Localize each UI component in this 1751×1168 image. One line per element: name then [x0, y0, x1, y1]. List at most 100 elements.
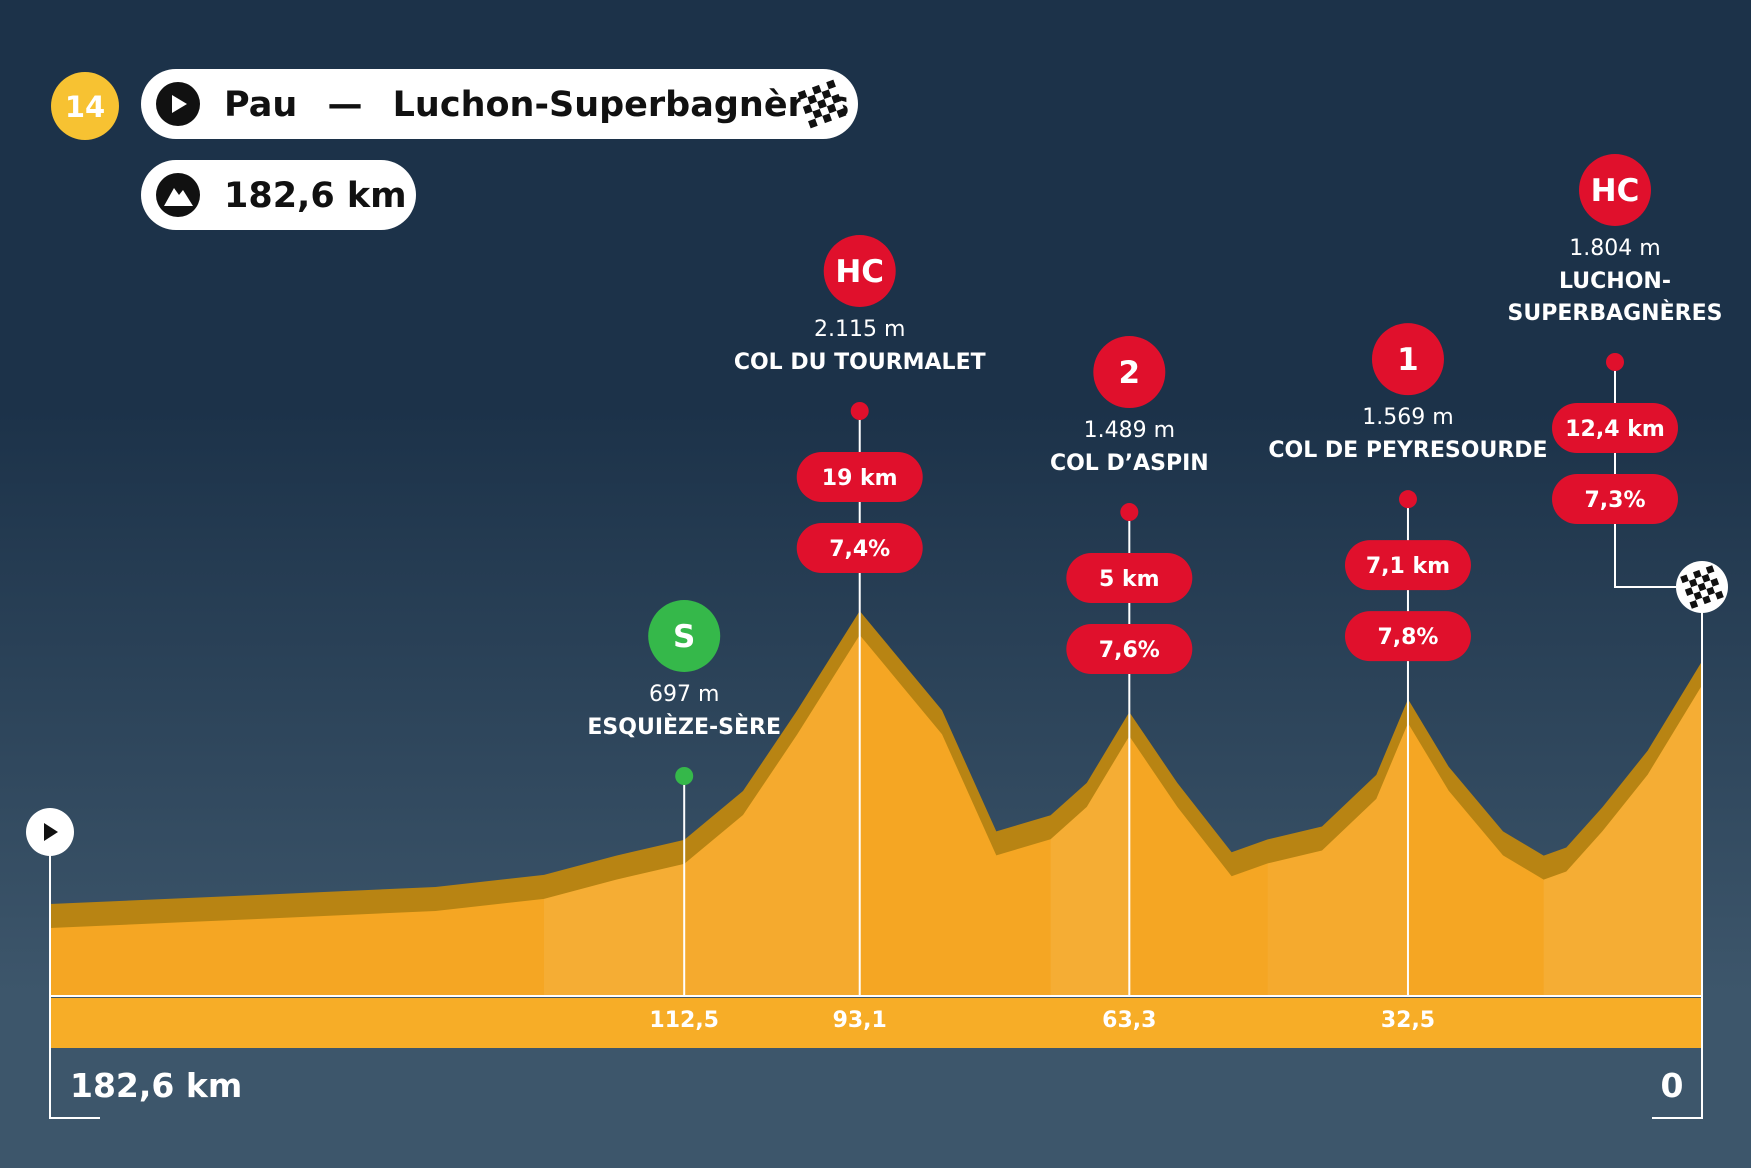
- tick-label: 63,3: [1102, 1008, 1156, 1033]
- category-badge: [1093, 336, 1166, 409]
- tick-label: 32,5: [1381, 1008, 1435, 1033]
- checker-square: [822, 113, 833, 124]
- summit-elevation: 1.569 m: [1362, 405, 1453, 430]
- summit-name: COL D’ASPIN: [1050, 451, 1209, 476]
- summit-elevation: 1.489 m: [1084, 418, 1175, 443]
- checker-square: [802, 104, 813, 115]
- checker-square: [1704, 580, 1713, 590]
- checker-square: [1692, 569, 1702, 579]
- mountain-icon: [164, 188, 193, 206]
- checker-square: [1708, 593, 1718, 602]
- stage-number-badge: [51, 72, 119, 140]
- summit-dot: [1120, 503, 1139, 522]
- climb-marker-tourmalet: HC 2.115 m COL DU TOURMALET 19 km 7,4%: [734, 235, 986, 996]
- climb-gradient-pill: [1552, 474, 1678, 524]
- axis-end-label: 0: [1661, 1066, 1684, 1105]
- checker-square: [834, 101, 844, 111]
- climb-gradient: 7,4%: [829, 537, 890, 562]
- checker-square: [819, 106, 830, 117]
- climb-length: 5 km: [1099, 567, 1160, 592]
- checkered-flag-icon: [797, 79, 847, 129]
- summit-elevation: 2.115 m: [814, 317, 905, 342]
- category-badge: [823, 235, 896, 307]
- checkered-flag-icon: [1680, 565, 1724, 609]
- climb-length: 12,4 km: [1565, 417, 1665, 442]
- checker-square: [1693, 591, 1703, 601]
- summit-name: COL DU TOURMALET: [734, 350, 986, 375]
- climb-length-pill: [1344, 540, 1471, 591]
- climb-length-pill: [796, 452, 923, 502]
- climb-length-pill: [1552, 403, 1678, 453]
- climb-marker-sprint: S 697 m ESQUIÈZE-SÈRE: [587, 600, 781, 996]
- summit-dot: [1606, 353, 1624, 371]
- checker-square: [808, 118, 818, 129]
- checker-square: [814, 91, 825, 102]
- tick-label: 93,1: [833, 1008, 887, 1033]
- checker-square: [1695, 576, 1705, 585]
- stage-distance: 182,6 km: [224, 176, 407, 216]
- start-marker: [26, 808, 74, 856]
- distance-ticks: 112,5 93,1 63,3 32,5: [649, 1008, 1435, 1033]
- distance-pill: [141, 160, 416, 230]
- play-icon: [44, 823, 58, 841]
- checker-square: [829, 110, 840, 121]
- badge-label: S: [673, 619, 695, 655]
- checker-square: [1695, 597, 1705, 607]
- checker-square: [1708, 571, 1717, 581]
- finish-connector: [1614, 540, 1676, 588]
- axis-start-label: 182,6 km: [70, 1066, 242, 1105]
- summit-elevation: 1.804 m: [1569, 236, 1660, 261]
- start-play-icon: [172, 95, 187, 113]
- climb-gradient-pill: [1066, 624, 1193, 675]
- summit-dot: [675, 767, 694, 785]
- route-separator: —: [327, 85, 362, 125]
- summit-dot: [1398, 490, 1417, 509]
- checker-square: [826, 79, 836, 90]
- distance-strip: [50, 998, 1702, 1048]
- checker-square: [1699, 589, 1709, 598]
- summit-name: ESQUIÈZE-SÈRE: [587, 714, 781, 740]
- summit-name: COL DE PEYRESOURDE: [1268, 438, 1547, 463]
- climb-marker-finish: HC 1.804 m LUCHON- SUPERBAGNÈRES 12,4 km 7,3%: [1508, 154, 1722, 540]
- checker-square: [807, 94, 818, 105]
- tick-label: 112,5: [649, 1008, 719, 1033]
- climb-gradient: 7,8%: [1377, 625, 1438, 650]
- checker-square: [1706, 586, 1716, 596]
- checker-square: [809, 101, 820, 112]
- climb-length: 7,1 km: [1366, 554, 1450, 579]
- checker-square: [836, 108, 847, 118]
- checker-square: [831, 93, 842, 104]
- checker-square: [1682, 580, 1692, 590]
- svg-text:Pau — Luchon-S: Pau — Luchon-Superbagnères: [224, 85, 849, 125]
- checker-square: [1702, 595, 1712, 605]
- checker-square: [1697, 582, 1707, 592]
- sprint-badge: [648, 600, 721, 672]
- checker-square: [815, 116, 825, 126]
- checker-square: [824, 96, 835, 107]
- checker-square: [819, 82, 829, 92]
- checker-square: [797, 90, 808, 100]
- stage-number: 14: [65, 90, 105, 124]
- climb-gradient-pill: [796, 523, 923, 573]
- checker-square: [1691, 584, 1700, 594]
- start-axis-bracket: [49, 832, 100, 1119]
- category-badge: [1579, 154, 1651, 226]
- summit-name: LUCHON-: [1559, 269, 1671, 294]
- badge-label: 2: [1119, 355, 1141, 391]
- checker-square: [1684, 587, 1694, 597]
- climb-length-pill: [1066, 553, 1193, 604]
- checker-square: [1689, 600, 1699, 609]
- checker-square: [1699, 567, 1709, 577]
- checker-square: [1710, 577, 1720, 587]
- checker-square: [800, 97, 810, 107]
- checker-square: [817, 99, 827, 109]
- checker-square: [1705, 565, 1715, 574]
- checker-square: [1680, 574, 1689, 584]
- header: 14 Pau — Luchon-Superbagnères 182,6 km: [51, 69, 858, 230]
- summit-elevation: 697 m: [649, 682, 719, 707]
- finish-axis-bracket: [1652, 610, 1703, 1119]
- checker-square: [805, 111, 816, 122]
- climb-markers: S 697 m ESQUIÈZE-SÈRE HC 2.115 m COL DU TOURM…: [587, 154, 1722, 996]
